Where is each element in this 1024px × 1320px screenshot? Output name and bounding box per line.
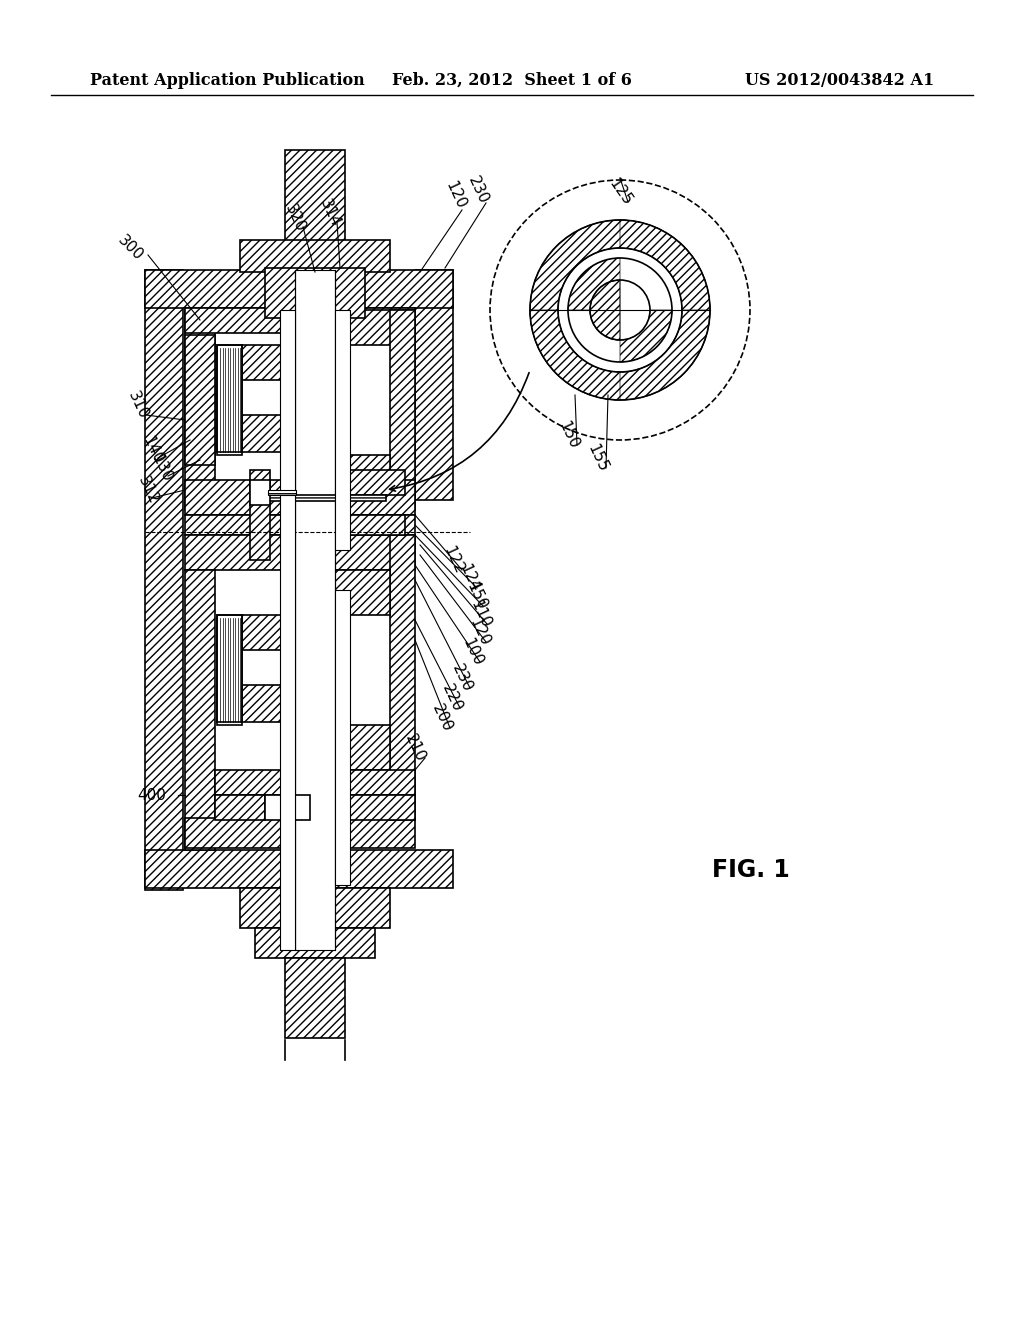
Bar bbox=[185, 310, 215, 510]
Text: 300: 300 bbox=[115, 232, 145, 264]
Text: 400: 400 bbox=[137, 788, 167, 803]
Bar bbox=[215, 770, 415, 795]
Bar bbox=[300, 310, 415, 345]
Wedge shape bbox=[568, 257, 620, 310]
Bar bbox=[217, 615, 242, 725]
Text: 310: 310 bbox=[125, 388, 151, 421]
Bar bbox=[185, 570, 215, 850]
Text: FIG. 1: FIG. 1 bbox=[712, 858, 790, 882]
Text: 230: 230 bbox=[465, 174, 490, 206]
Bar bbox=[290, 470, 406, 495]
Bar bbox=[185, 818, 415, 847]
Text: 220: 220 bbox=[439, 681, 465, 714]
Bar bbox=[185, 308, 415, 333]
Text: 230: 230 bbox=[450, 661, 475, 694]
Wedge shape bbox=[620, 220, 710, 310]
Bar bbox=[145, 271, 453, 308]
Bar bbox=[268, 495, 386, 502]
Bar bbox=[390, 310, 415, 510]
Bar bbox=[390, 535, 415, 820]
Bar bbox=[217, 345, 242, 451]
Wedge shape bbox=[590, 280, 620, 341]
Text: 122: 122 bbox=[440, 544, 466, 577]
Text: 320: 320 bbox=[282, 202, 308, 235]
Text: 100: 100 bbox=[459, 636, 485, 668]
Bar bbox=[240, 240, 390, 272]
Text: 120: 120 bbox=[466, 615, 492, 648]
Wedge shape bbox=[620, 310, 672, 362]
Bar bbox=[335, 590, 350, 884]
Text: 130: 130 bbox=[150, 451, 175, 484]
Bar bbox=[300, 455, 390, 510]
Bar bbox=[242, 685, 292, 722]
Bar bbox=[185, 335, 215, 465]
Bar bbox=[285, 150, 345, 271]
Text: 314: 314 bbox=[317, 197, 343, 230]
Bar bbox=[145, 271, 183, 890]
Bar bbox=[290, 515, 406, 535]
Bar bbox=[300, 570, 390, 615]
Bar bbox=[335, 310, 350, 550]
Text: 200: 200 bbox=[429, 702, 455, 734]
Bar bbox=[300, 725, 390, 770]
Bar bbox=[250, 480, 270, 506]
Text: Patent Application Publication: Patent Application Publication bbox=[90, 73, 365, 88]
Bar bbox=[185, 480, 415, 515]
Text: 140: 140 bbox=[139, 434, 165, 466]
Bar bbox=[255, 928, 375, 958]
Text: 110: 110 bbox=[467, 598, 493, 630]
Bar bbox=[185, 535, 415, 570]
Bar bbox=[185, 515, 415, 535]
Text: 150: 150 bbox=[463, 579, 488, 612]
Bar bbox=[145, 850, 453, 888]
Bar bbox=[415, 271, 453, 500]
Bar bbox=[217, 345, 242, 455]
Bar bbox=[280, 310, 295, 950]
Bar bbox=[285, 958, 345, 1038]
Wedge shape bbox=[530, 220, 710, 400]
Bar bbox=[217, 615, 242, 722]
Bar bbox=[268, 490, 296, 495]
Text: 155: 155 bbox=[584, 442, 610, 474]
Bar bbox=[250, 470, 270, 560]
Bar bbox=[240, 888, 390, 928]
Bar bbox=[310, 795, 415, 820]
Wedge shape bbox=[530, 310, 620, 400]
Bar bbox=[215, 795, 265, 820]
Bar bbox=[295, 271, 335, 950]
Text: Feb. 23, 2012  Sheet 1 of 6: Feb. 23, 2012 Sheet 1 of 6 bbox=[392, 73, 632, 88]
Text: 125: 125 bbox=[605, 176, 635, 209]
Bar bbox=[242, 345, 292, 380]
Text: 120: 120 bbox=[442, 178, 468, 211]
Text: 150: 150 bbox=[555, 418, 581, 451]
Text: 312: 312 bbox=[135, 474, 161, 507]
Bar bbox=[242, 414, 292, 451]
Bar bbox=[265, 268, 365, 318]
Text: 124: 124 bbox=[456, 562, 482, 594]
Bar bbox=[242, 615, 292, 649]
Text: 210: 210 bbox=[402, 731, 428, 764]
Text: US 2012/0043842 A1: US 2012/0043842 A1 bbox=[744, 73, 934, 88]
Bar bbox=[265, 795, 310, 820]
Circle shape bbox=[490, 180, 750, 440]
